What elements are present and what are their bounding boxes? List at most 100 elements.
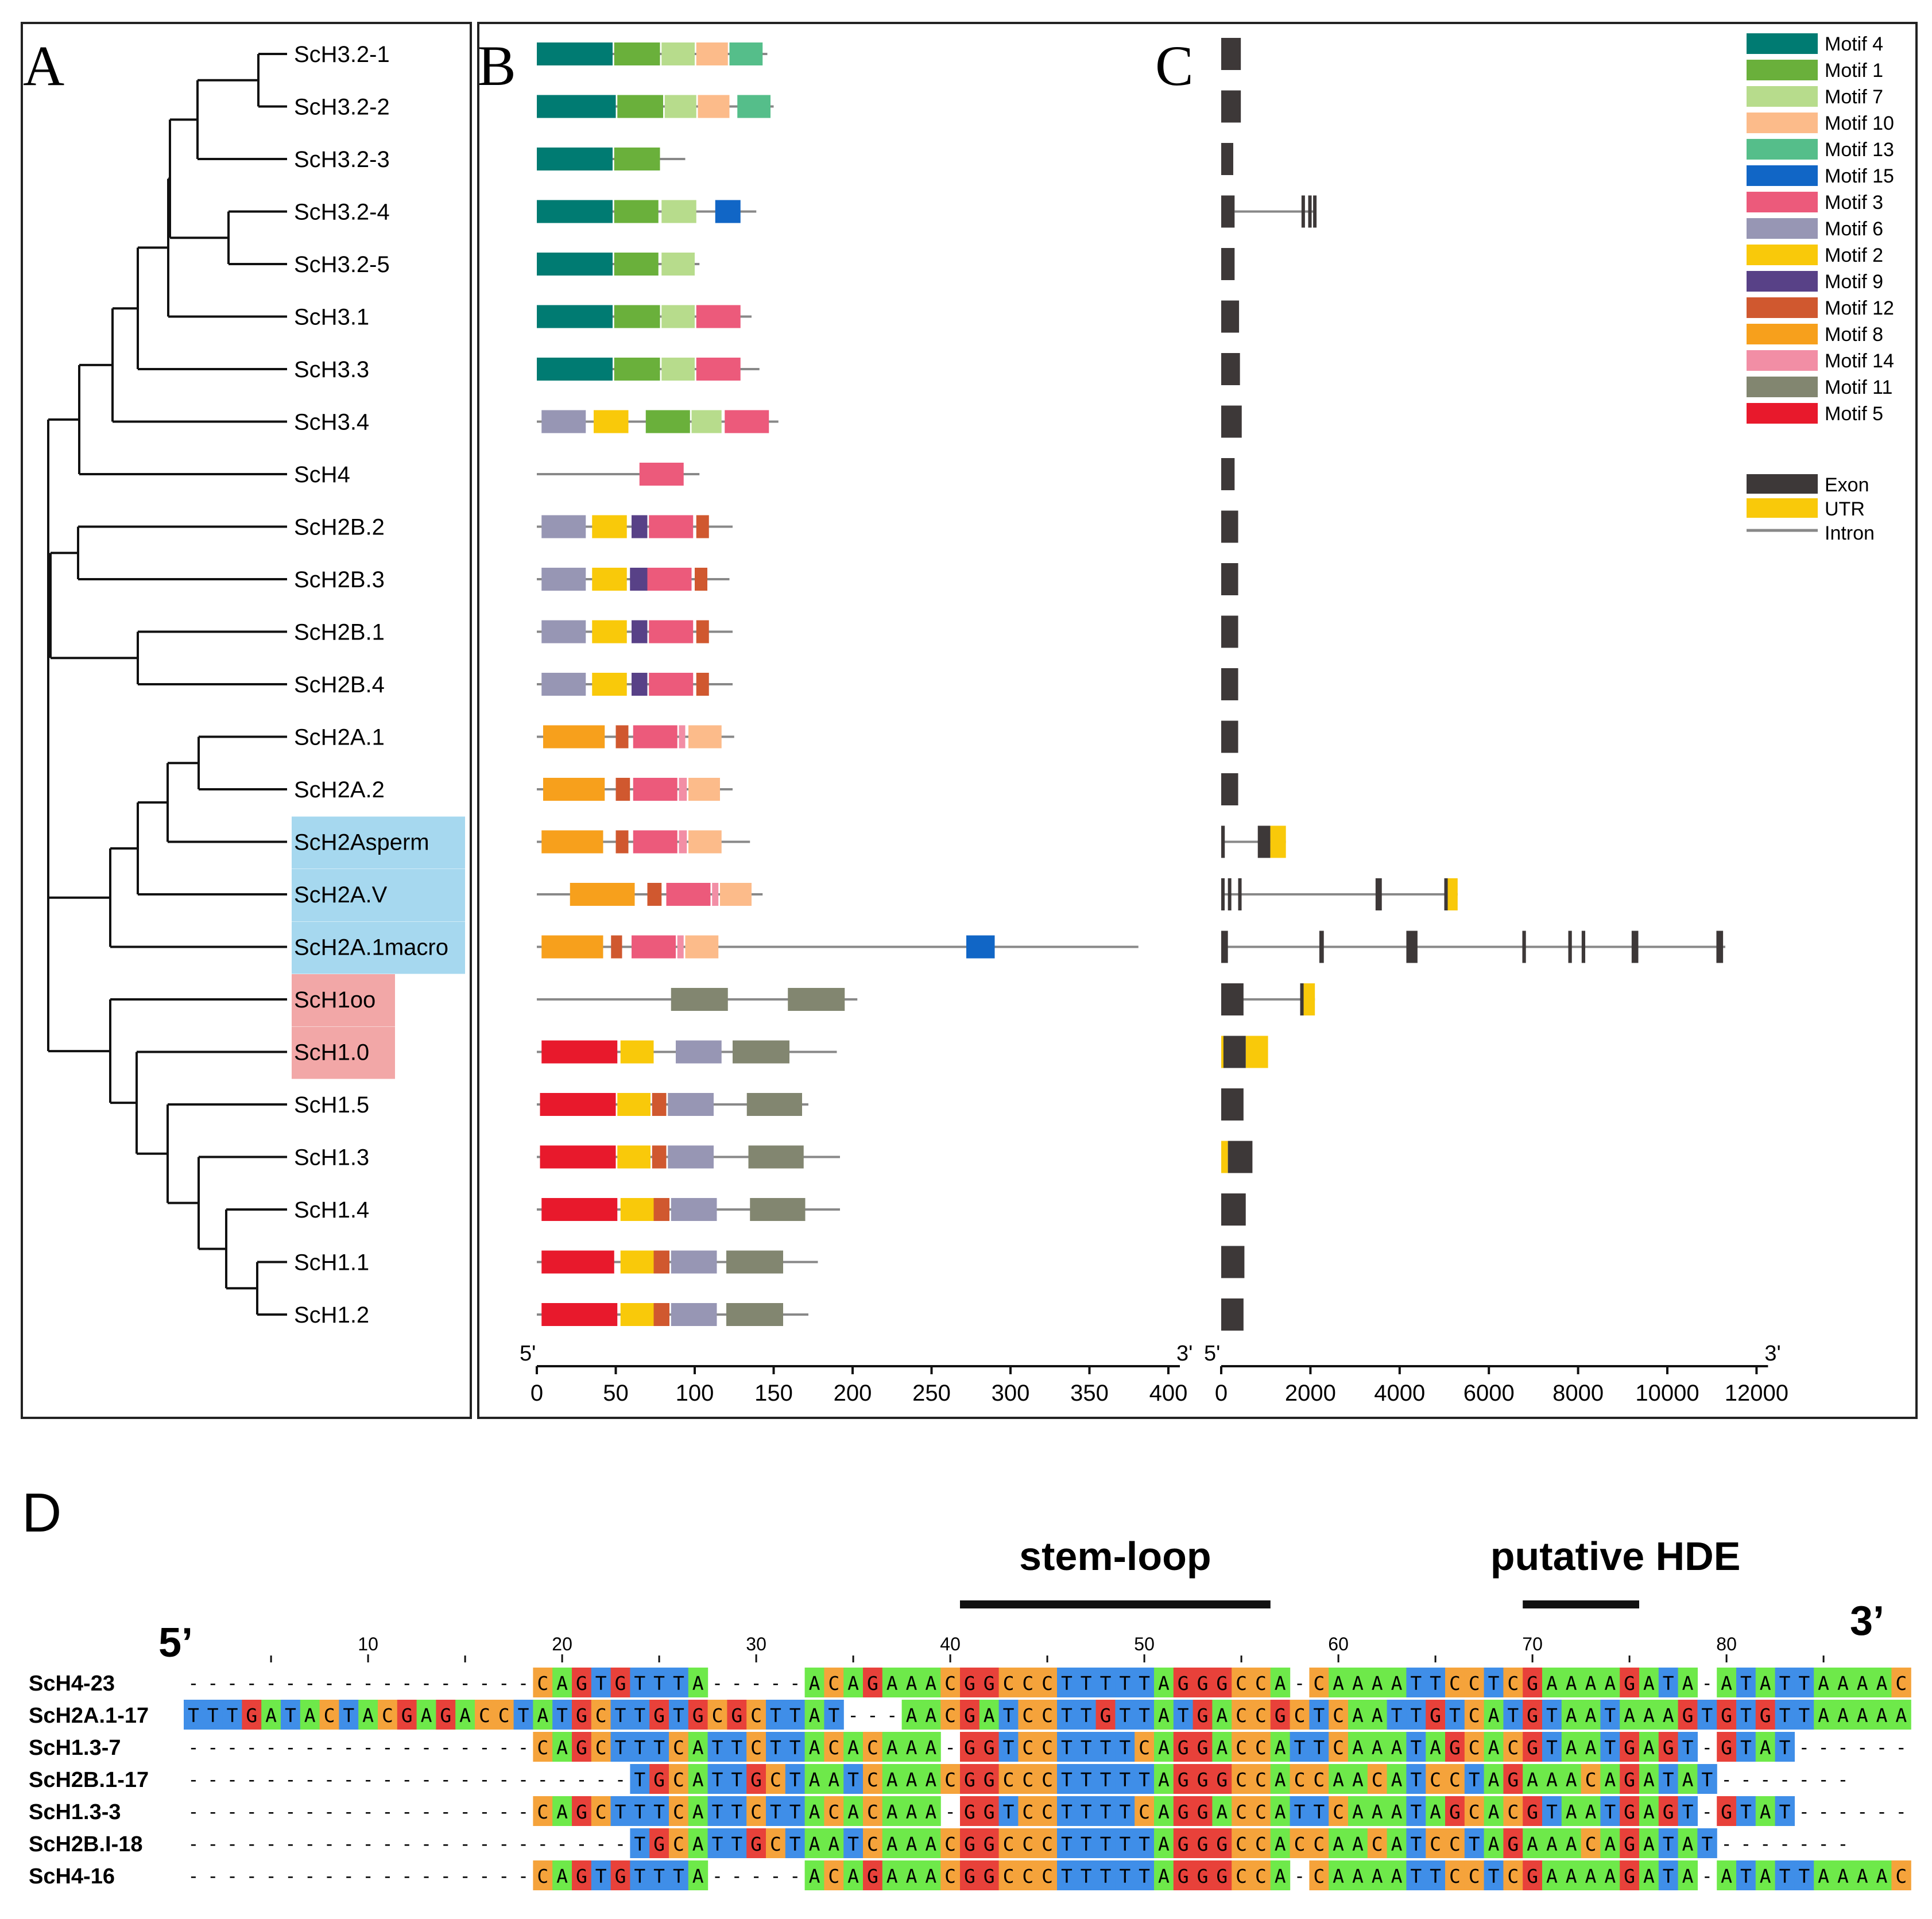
base-cell [1076, 1796, 1097, 1826]
base: A [1546, 1672, 1558, 1695]
base-cell [1523, 1860, 1543, 1890]
base-cell [901, 1796, 922, 1826]
base: C [1895, 1865, 1907, 1887]
base-cell [1232, 1860, 1252, 1890]
base: A [265, 1704, 277, 1727]
motif-box [543, 778, 605, 801]
base: T [1740, 1736, 1752, 1759]
base: C [1313, 1865, 1325, 1887]
base: T [188, 1704, 199, 1727]
base-cell [979, 1796, 1000, 1826]
base-cell [960, 1668, 980, 1697]
base: C [595, 1801, 607, 1823]
gene-label: ScH1.0 [294, 1040, 369, 1065]
base: T [847, 1769, 859, 1791]
base: G [1197, 1736, 1209, 1759]
motif-box [661, 305, 695, 328]
base: A [1837, 1865, 1849, 1887]
base-cell [1018, 1732, 1038, 1762]
base-cell [669, 1668, 689, 1697]
base-cell [1387, 1732, 1407, 1762]
base-cell [397, 1700, 417, 1730]
base-cell [649, 1796, 669, 1826]
motif-box [788, 988, 845, 1011]
base-cell [1561, 1668, 1582, 1697]
base-cell [1251, 1860, 1271, 1890]
motif-box [570, 883, 635, 906]
base-cell [843, 1796, 864, 1826]
base: T [1391, 1704, 1403, 1727]
base-cell [1212, 1796, 1232, 1826]
base-cell [1173, 1732, 1194, 1762]
base-cell [1367, 1700, 1388, 1730]
base-cell [727, 1732, 747, 1762]
base: A [1643, 1801, 1655, 1823]
base: A [1216, 1801, 1228, 1823]
gene-label: ScH4 [294, 462, 350, 487]
base: T [1701, 1769, 1713, 1791]
base-cell [1367, 1764, 1388, 1794]
gap: - [285, 1769, 296, 1790]
gene-label: ScH2B.3 [294, 567, 385, 592]
gap: - [401, 1801, 412, 1823]
base-cell [222, 1700, 242, 1730]
base: T [1779, 1801, 1791, 1823]
base: A [1430, 1736, 1441, 1759]
exon [1444, 878, 1448, 910]
motif-box [750, 1198, 806, 1221]
base: A [1585, 1672, 1597, 1695]
motif-box [696, 42, 728, 65]
base-cell [1135, 1668, 1155, 1697]
base-cell [1561, 1700, 1582, 1730]
base: A [1566, 1801, 1577, 1823]
motif-box [632, 673, 648, 696]
motif-box [715, 200, 741, 223]
base: G [964, 1865, 975, 1887]
gene-structure-panel [1221, 38, 1726, 1331]
gap: - [188, 1833, 199, 1855]
base: C [750, 1704, 762, 1727]
gap: - [382, 1865, 393, 1887]
legend-swatch [1747, 498, 1818, 518]
base-cell [1639, 1828, 1659, 1858]
base-cell [1697, 1764, 1717, 1794]
base-cell [591, 1732, 611, 1762]
base-cell [610, 1700, 630, 1730]
base: A [1430, 1801, 1441, 1823]
base-cell [1484, 1764, 1504, 1794]
base-cell [1232, 1764, 1252, 1794]
base: T [770, 1736, 781, 1759]
motif-box [537, 253, 613, 276]
motif-box [541, 515, 586, 538]
base-cell [1095, 1796, 1116, 1826]
base-cell [319, 1700, 339, 1730]
base-cell [1212, 1700, 1232, 1730]
gap: - [556, 1769, 567, 1790]
base-cell [707, 1828, 727, 1858]
base-cell [1542, 1860, 1562, 1890]
base: A [906, 1833, 917, 1855]
gap: - [1779, 1769, 1790, 1790]
motif-box [668, 1145, 714, 1169]
base: A [1837, 1672, 1849, 1695]
base: C [1022, 1769, 1033, 1791]
base-cell [649, 1700, 669, 1730]
base: G [653, 1769, 665, 1791]
base: C [1236, 1769, 1247, 1791]
base-cell [1523, 1700, 1543, 1730]
motif-box [632, 620, 648, 643]
base: A [809, 1704, 820, 1727]
exon [1221, 983, 1244, 1015]
base-cell [1426, 1828, 1446, 1858]
base-cell [1639, 1668, 1659, 1697]
base: G [576, 1704, 587, 1727]
gap: - [1294, 1865, 1305, 1887]
base-cell [1717, 1860, 1737, 1890]
base-cell [1445, 1764, 1465, 1794]
base: A [1604, 1865, 1616, 1887]
base-cell [1115, 1828, 1135, 1858]
exon [1221, 300, 1240, 333]
motif-box [696, 305, 741, 328]
base: G [440, 1704, 451, 1727]
base-cell [1484, 1860, 1504, 1890]
